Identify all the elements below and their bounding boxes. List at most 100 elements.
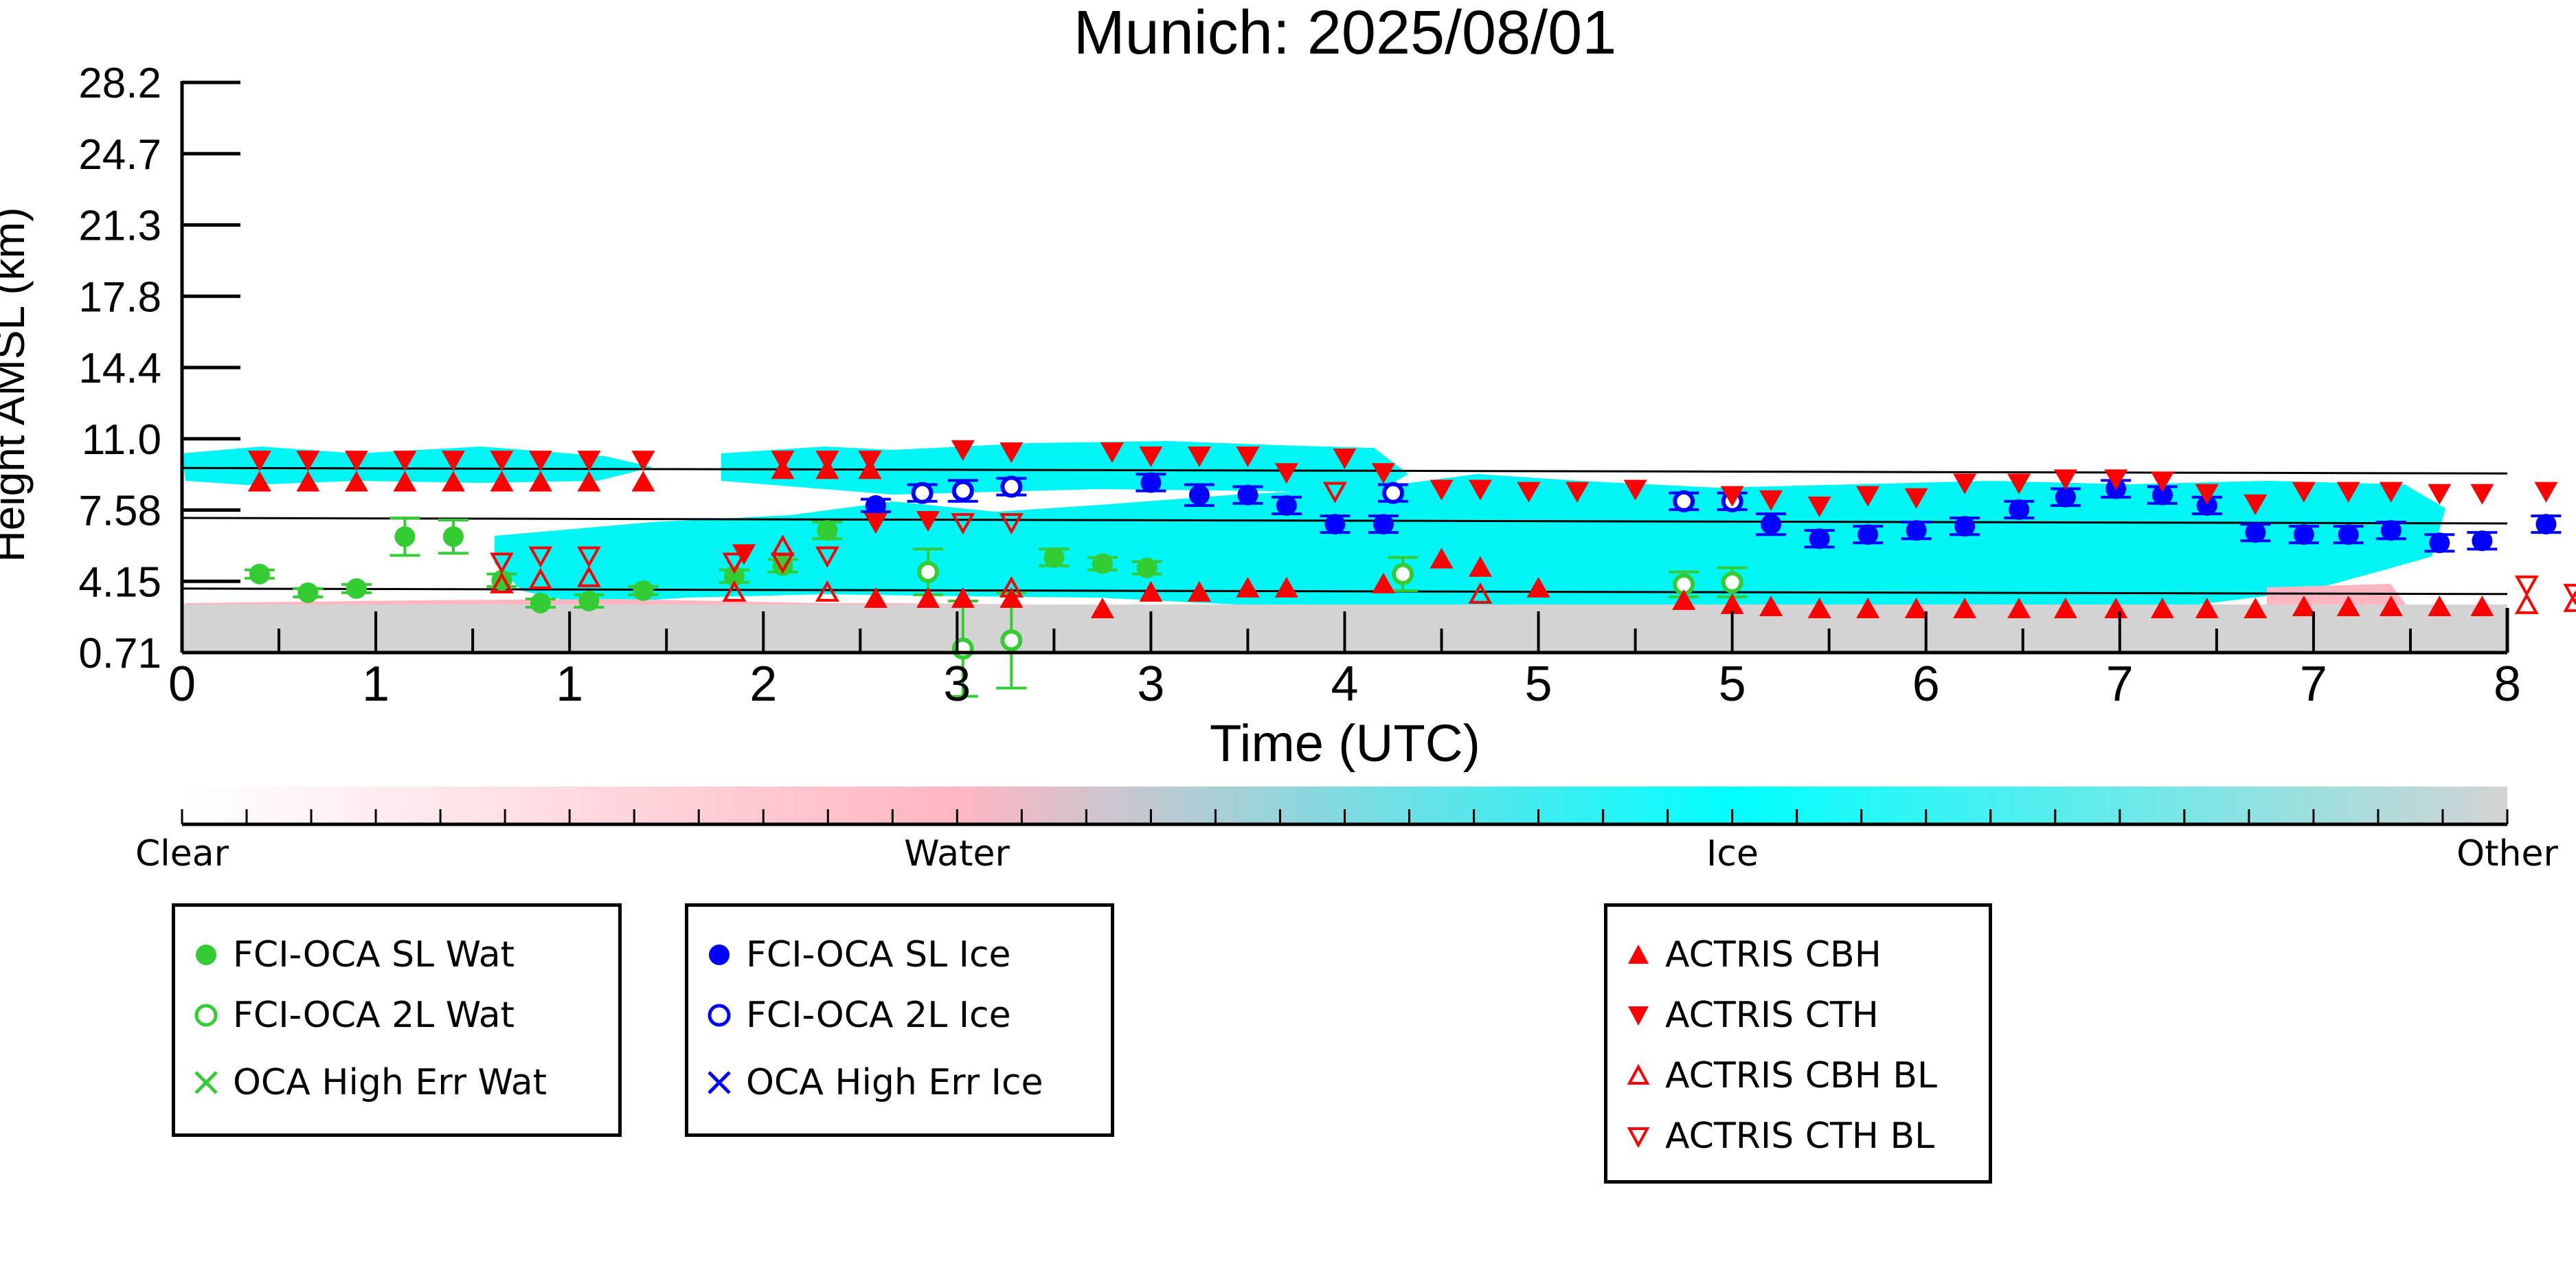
data-point (2428, 595, 2452, 616)
colorbar-label-water: Water (904, 833, 1010, 874)
legend-item-cth-bl: ACTRIS CTH BL (1621, 1116, 1934, 1157)
data-point (2470, 595, 2494, 616)
data-point (2150, 597, 2174, 618)
data-point (2380, 520, 2402, 541)
data-point (1720, 486, 1744, 507)
data-point (1276, 495, 1297, 516)
data-point (344, 451, 368, 472)
data-point (951, 587, 975, 608)
open-triangle-down-icon (1627, 1127, 1650, 1149)
data-point (865, 495, 886, 516)
data-point (490, 451, 514, 472)
x-tick-label: 5 (1719, 657, 1746, 712)
data-point (911, 482, 934, 504)
data-point (528, 546, 553, 568)
data-point (2151, 484, 2173, 506)
data-point (863, 587, 888, 608)
data-point (999, 587, 1024, 608)
y-tick-label: 17.8 (78, 273, 161, 321)
legend-label: FCI-OCA SL Ice (746, 934, 1011, 975)
data-point (1857, 524, 1879, 545)
open-circle-icon (194, 1004, 218, 1027)
data-point (2196, 495, 2217, 516)
data-point (1953, 473, 1977, 495)
legend-label: ACTRIS CBH BL (1665, 1055, 1937, 1096)
data-point (999, 513, 1024, 535)
data-point (528, 567, 553, 589)
legend-water: FCI-OCA SL Wat FCI-OCA 2L Wat OCA High E… (172, 903, 622, 1137)
data-point (528, 471, 552, 492)
data-point (2244, 494, 2268, 515)
x-mark-icon (708, 1071, 731, 1094)
data-point (1672, 589, 1696, 610)
data-point (1236, 447, 1260, 468)
data-point (1139, 447, 1163, 468)
data-point (2379, 595, 2403, 616)
data-point (916, 511, 940, 532)
data-point (2007, 597, 2031, 618)
data-point (1187, 447, 1211, 468)
legend-actris: ACTRIS CBH ACTRIS CTH ACTRIS CBH BL ACTR… (1604, 903, 1992, 1184)
data-point (1187, 580, 1211, 602)
triangle-up-icon (1628, 945, 1649, 964)
data-point (2293, 524, 2314, 545)
data-point (771, 451, 795, 472)
data-point (1371, 463, 1395, 484)
data-point (441, 451, 465, 472)
data-point (2195, 484, 2219, 505)
data-point (1904, 488, 1928, 509)
data-point (530, 592, 551, 613)
legend-label: OCA High Err Wat (233, 1062, 547, 1103)
axes: 0.71 4.15 7.58 11.0 14.4 17.8 21.3 24.7 28.2 0 1 1 2… (78, 60, 2521, 712)
data-point (1904, 597, 1928, 618)
data-point (1623, 479, 1647, 501)
open-circle-icon (708, 1004, 731, 1027)
data-point (393, 471, 417, 492)
x-tick-label: 8 (2494, 657, 2521, 712)
ice-cloud-thin-upper (721, 441, 1408, 495)
x-tick-label: 6 (1912, 657, 1940, 712)
y-tick-label: 4.15 (78, 558, 161, 606)
y-tick-label: 14.4 (78, 345, 161, 392)
data-point (1000, 629, 1023, 652)
data-point (1807, 597, 1831, 618)
data-point (1392, 563, 1414, 585)
data-point (1322, 482, 1347, 504)
data-point (631, 451, 655, 472)
data-point (633, 580, 654, 601)
data-point (1468, 582, 1493, 604)
data-point (1566, 482, 1589, 503)
data-point (2514, 575, 2539, 597)
legend-label: FCI-OCA 2L Ice (746, 995, 1011, 1036)
data-point (1430, 479, 1454, 501)
legend-item-2l-ice: FCI-OCA 2L Ice (702, 995, 1011, 1036)
data-point (1906, 520, 1927, 541)
x-tick-label: 3 (943, 657, 971, 712)
data-point (490, 572, 514, 594)
x-tick-label: 2 (749, 657, 777, 712)
x-tick-label: 1 (556, 657, 583, 712)
data-point (2514, 592, 2539, 614)
data-point (577, 471, 601, 492)
data-point (917, 561, 940, 583)
data-point (577, 451, 601, 472)
x-tick-label: 5 (1525, 657, 1552, 712)
data-point (1953, 597, 1977, 618)
data-point (1139, 580, 1163, 602)
data-point (1333, 449, 1357, 470)
data-point (490, 471, 514, 492)
data-point (576, 546, 601, 568)
data-point (2336, 595, 2360, 616)
reference-line (181, 587, 2508, 596)
y-tick-label: 11.0 (82, 416, 161, 464)
data-point (2009, 499, 2030, 520)
data-point (296, 451, 320, 472)
data-point (297, 582, 319, 603)
data-point (2470, 484, 2494, 505)
data-point (2429, 532, 2450, 554)
data-point (2563, 590, 2576, 612)
data-point (2472, 530, 2493, 552)
data-point (1759, 595, 1783, 616)
legend-item-sl-ice: FCI-OCA SL Ice (702, 934, 1011, 975)
